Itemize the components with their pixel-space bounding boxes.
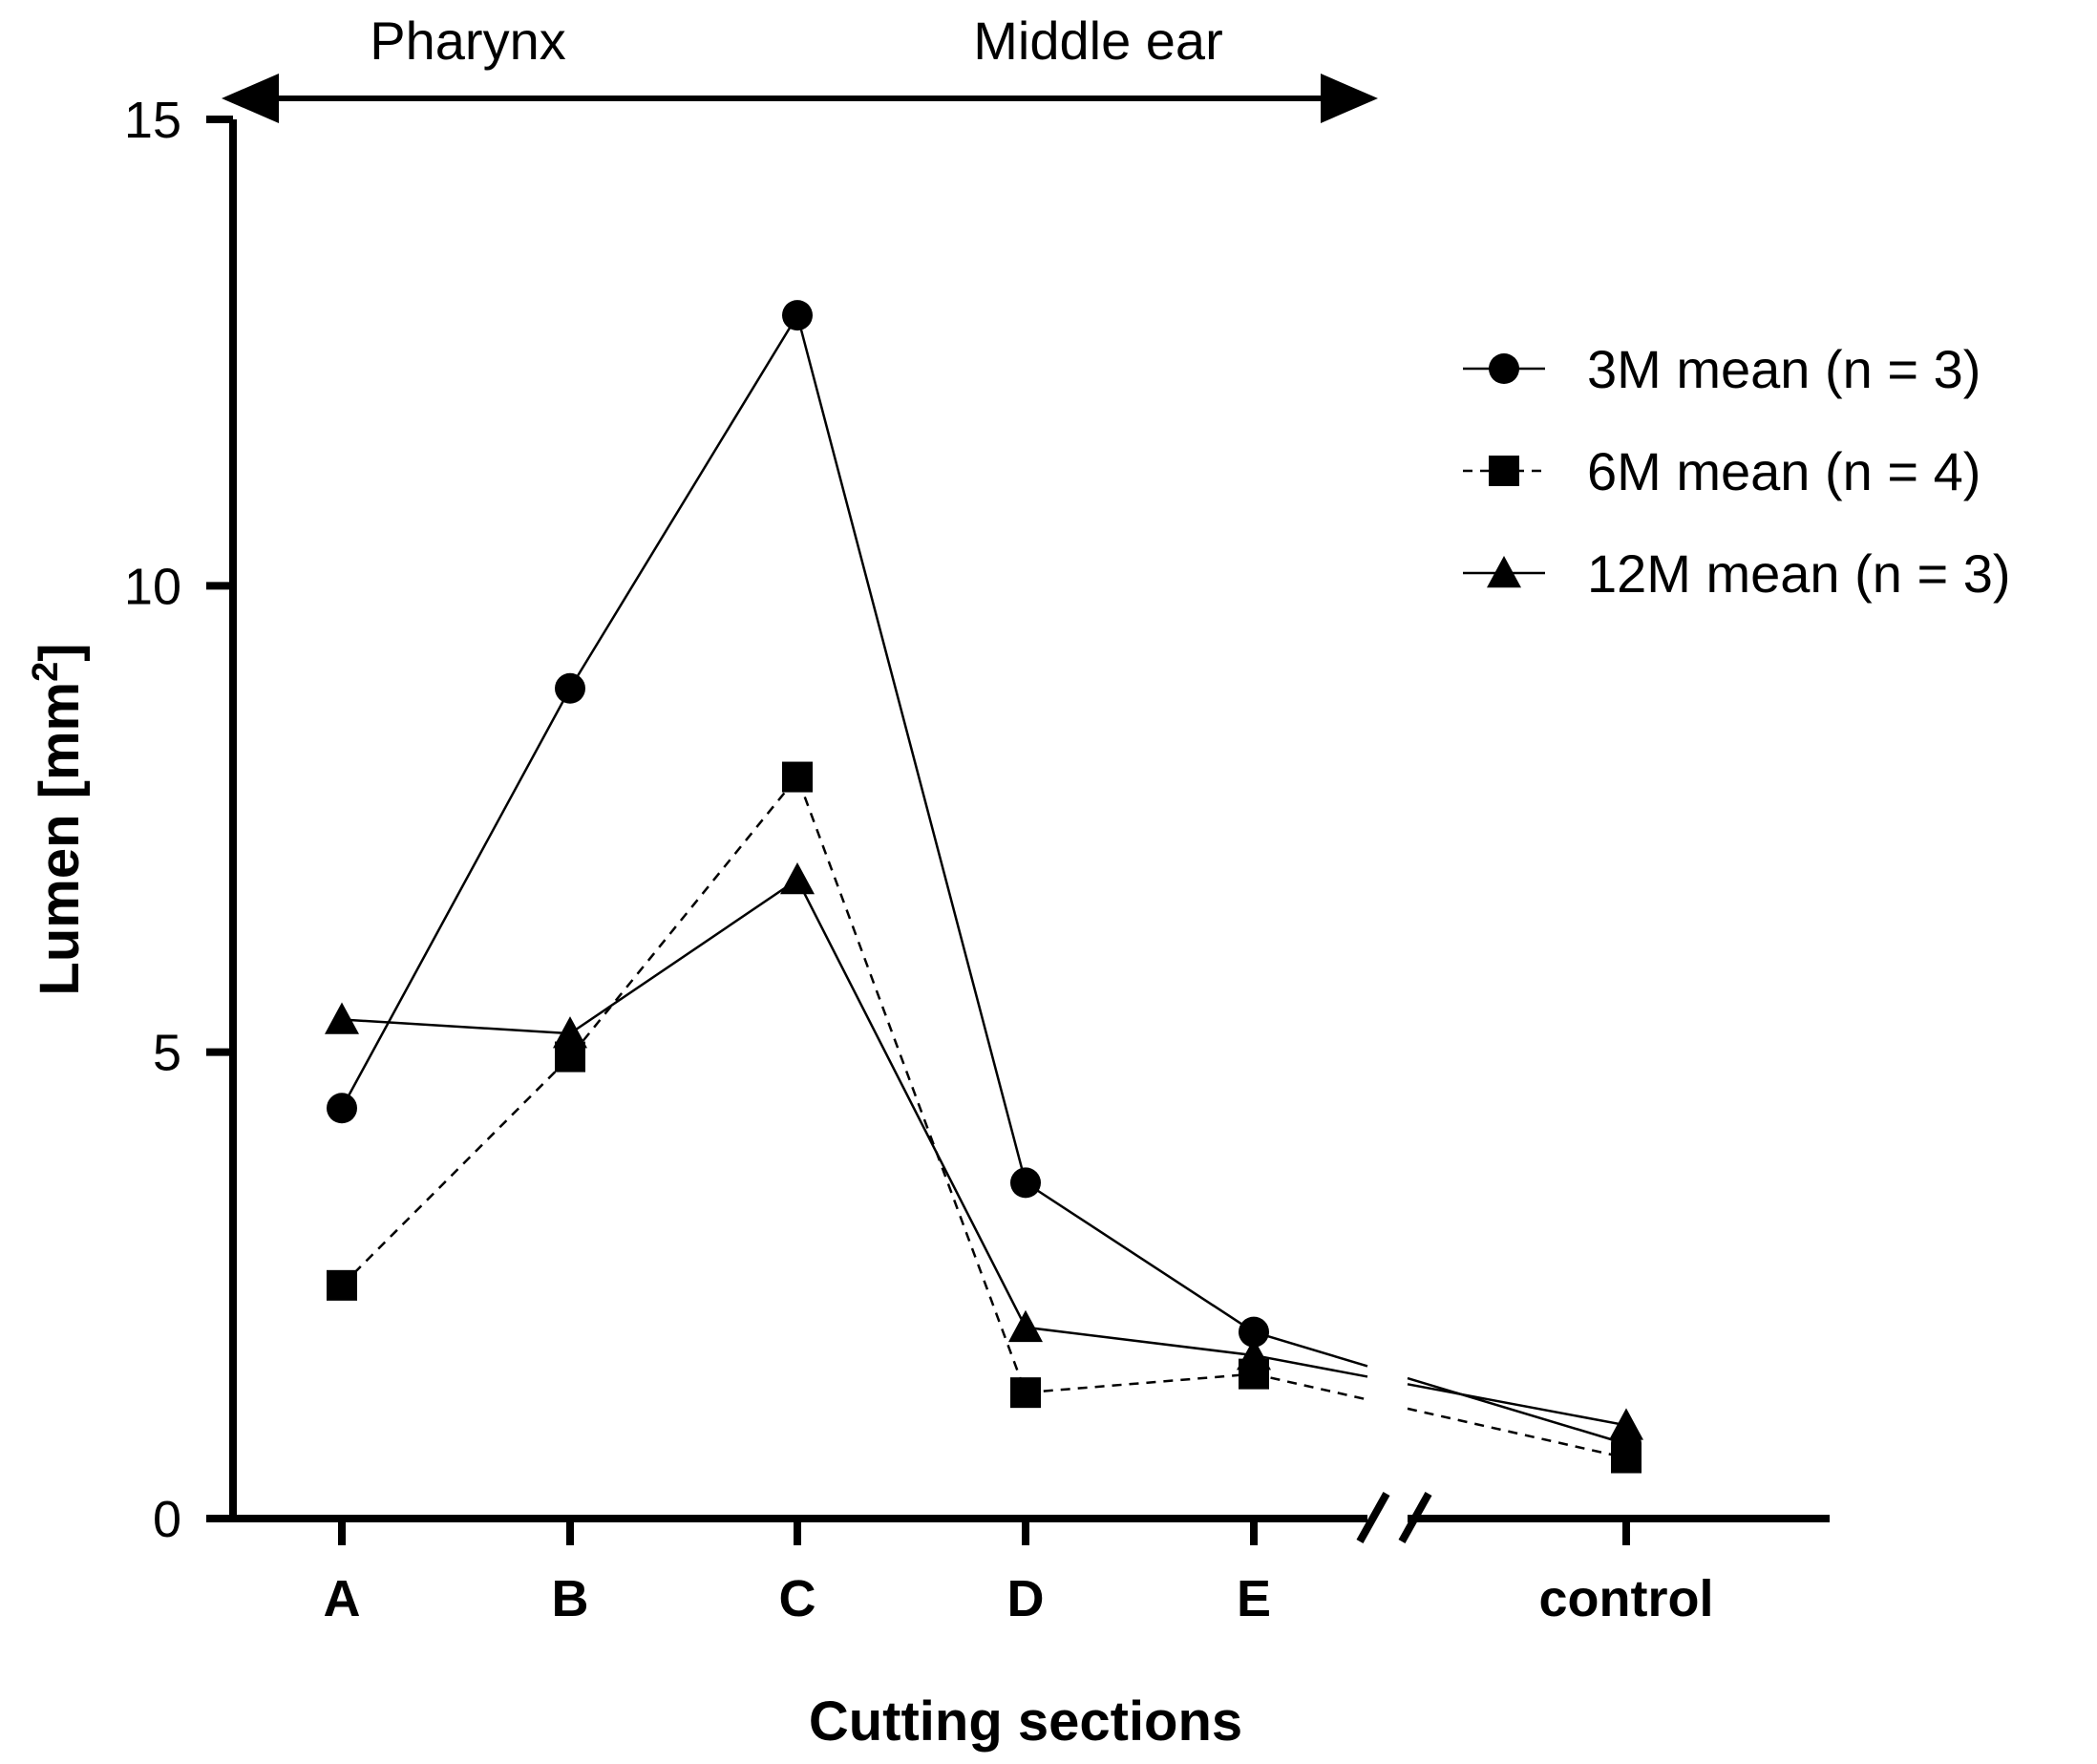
x-tick-label: D bbox=[1007, 1570, 1045, 1627]
y-tick-label: 15 bbox=[124, 92, 181, 149]
region-arrow-right-head bbox=[1321, 74, 1378, 123]
series-line-3-from-break bbox=[1407, 1383, 1627, 1427]
axis-break-mark-right bbox=[1398, 1492, 1432, 1543]
series-line-1-to-break bbox=[1253, 1330, 1368, 1368]
series-line-2-from-break bbox=[1407, 1407, 1627, 1459]
series-2-point-A bbox=[327, 1269, 357, 1301]
series-1-point-A bbox=[327, 1093, 357, 1124]
legend-group: 3M mean (n = 3) 6M mean (n = 4) 12M mean (… bbox=[1463, 339, 2011, 604]
region-label-middle-ear: Middle ear bbox=[973, 11, 1222, 71]
series-line-3-to-break bbox=[1253, 1353, 1368, 1378]
series-3-point-C bbox=[780, 861, 815, 895]
series-2-point-C bbox=[782, 761, 813, 793]
y-axis-title-superscript: 2 bbox=[26, 662, 66, 682]
series-line-1-from-break bbox=[1407, 1376, 1627, 1446]
y-tick-label: 5 bbox=[153, 1025, 181, 1082]
y-axis-title: Lumen [mm2] bbox=[26, 643, 91, 995]
x-axis-title: Cutting sections bbox=[809, 1690, 1242, 1753]
series-line-2-to-break bbox=[1253, 1372, 1368, 1401]
legend-label-2: 6M mean (n = 4) bbox=[1587, 441, 1980, 501]
legend-marker-3 bbox=[1487, 556, 1521, 588]
x-tick-label: C bbox=[779, 1570, 816, 1627]
y-axis-title-bracket: ] bbox=[29, 643, 91, 661]
series-3-point-control bbox=[1609, 1408, 1643, 1440]
series-3-point-E bbox=[1237, 1338, 1271, 1371]
legend-label-3: 12M mean (n = 3) bbox=[1587, 543, 2011, 604]
series-1-point-C bbox=[782, 300, 813, 331]
y-tick-label: 0 bbox=[153, 1491, 181, 1548]
series-1-point-D bbox=[1010, 1167, 1041, 1199]
series-2-point-control bbox=[1611, 1442, 1642, 1474]
series-2-point-D bbox=[1010, 1377, 1041, 1409]
x-tick-label: A bbox=[324, 1570, 361, 1627]
series-3-point-A bbox=[325, 1002, 359, 1034]
region-label-pharynx: Pharynx bbox=[370, 11, 565, 71]
legend-marker-1 bbox=[1489, 353, 1519, 384]
legend-marker-2 bbox=[1489, 456, 1519, 486]
series-1-point-B bbox=[555, 672, 585, 704]
x-tick-label: B bbox=[552, 1570, 589, 1627]
series-line-3 bbox=[341, 878, 1255, 1357]
legend-label-1: 3M mean (n = 3) bbox=[1587, 339, 1980, 399]
series-group bbox=[325, 300, 1643, 1474]
y-axis-title-main: Lumen [mm bbox=[29, 682, 91, 996]
x-tick-label: E bbox=[1237, 1570, 1271, 1627]
series-3-point-B bbox=[553, 1016, 587, 1049]
labels-group: Cutting sections Lumen [mm2] bbox=[26, 643, 1242, 1753]
region-arrow-left-head bbox=[222, 74, 279, 123]
region-arrow-group: Pharynx Middle ear bbox=[222, 11, 1378, 123]
x-tick-label: control bbox=[1539, 1570, 1714, 1627]
series-1-point-E bbox=[1239, 1316, 1269, 1348]
y-tick-label: 10 bbox=[124, 558, 181, 615]
series-3-point-D bbox=[1008, 1309, 1043, 1343]
series-line-2 bbox=[341, 775, 1255, 1394]
axis-break-mark-left bbox=[1356, 1492, 1390, 1543]
series-line-1 bbox=[340, 311, 1255, 1333]
